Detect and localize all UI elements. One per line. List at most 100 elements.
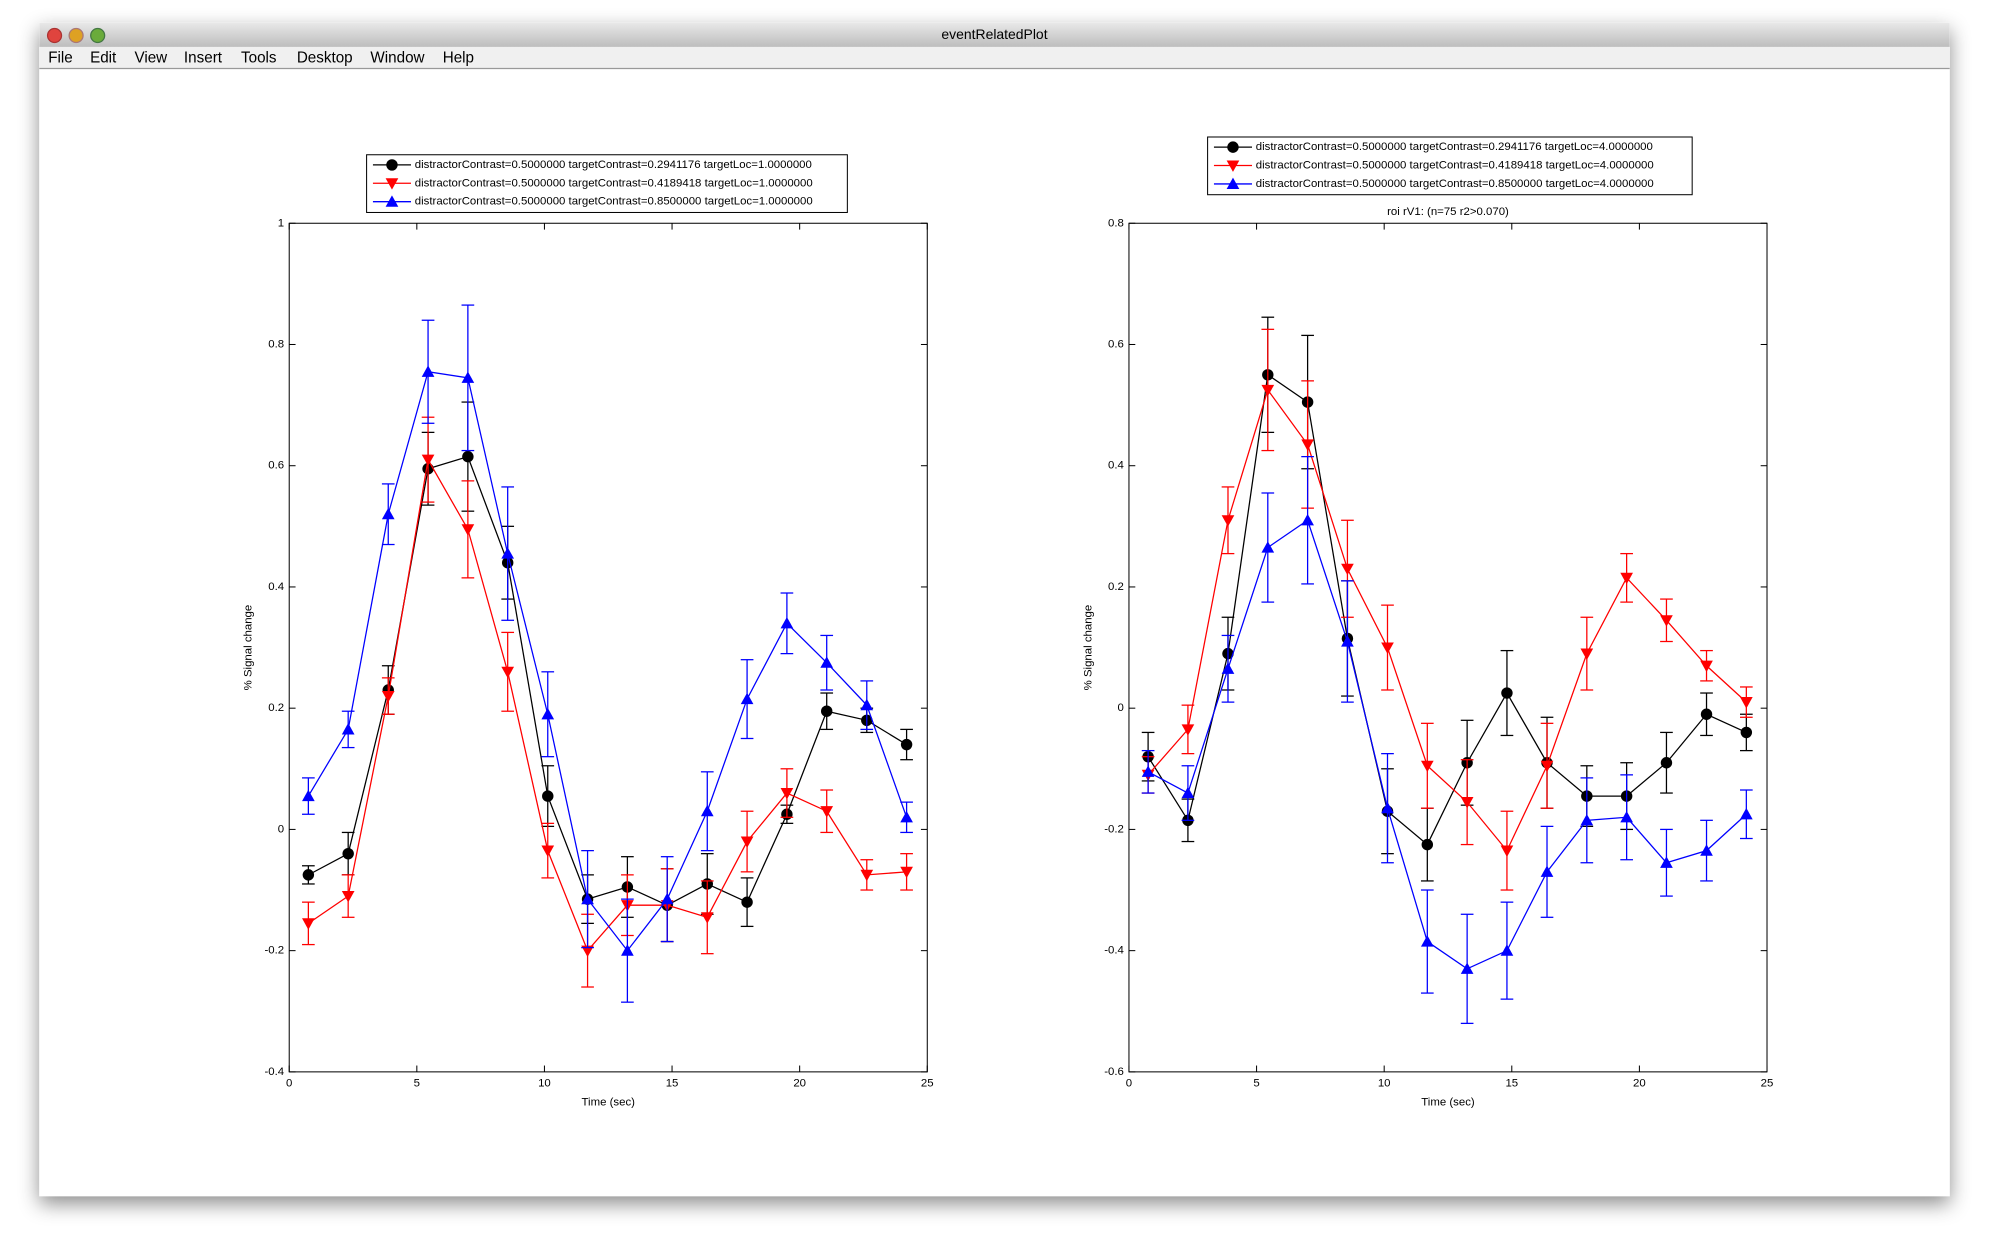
marker	[421, 454, 435, 466]
marker	[1141, 765, 1155, 777]
legend-label: distractorContrast=0.5000000 targetContr…	[415, 159, 812, 171]
x-tick-label: 25	[921, 1077, 934, 1089]
menu-item[interactable]: Help	[443, 49, 474, 66]
menu-item[interactable]: Window	[370, 49, 425, 66]
x-tick-label: 10	[538, 1077, 551, 1089]
marker	[302, 789, 315, 802]
marker	[1660, 856, 1673, 868]
marker	[341, 723, 355, 735]
marker	[1341, 635, 1354, 647]
series-line	[1147, 388, 1747, 852]
y-tick-label: 0.6	[268, 460, 284, 472]
marker	[1181, 786, 1195, 799]
legend-marker	[1226, 160, 1240, 172]
y-tick-label: 0.2	[268, 702, 284, 714]
marker	[900, 810, 913, 823]
marker	[1500, 944, 1514, 956]
marker	[1620, 810, 1633, 823]
legend-label: distractorContrast=0.5000000 targetContr…	[1256, 160, 1654, 172]
y-tick-label: -0.4	[264, 1066, 284, 1078]
plot-area	[1128, 222, 1768, 1073]
marker	[820, 656, 834, 668]
legend-label: distractorContrast=0.5000000 targetContr…	[1256, 141, 1653, 153]
marker	[780, 787, 794, 800]
marker	[302, 918, 315, 930]
marker	[1501, 687, 1513, 699]
menu: File Edit View Insert Tools Desktop Wind…	[48, 49, 474, 66]
legend	[366, 154, 848, 213]
legend-marker	[1227, 141, 1239, 153]
x-tick-label: 25	[1761, 1077, 1774, 1089]
marker	[1341, 563, 1354, 576]
marker	[461, 371, 475, 383]
marker	[1301, 513, 1314, 526]
legend	[1207, 136, 1693, 196]
x-tick-label: 0	[286, 1077, 292, 1089]
marker	[741, 896, 753, 908]
menu-bar	[39, 46, 1950, 69]
marker	[1221, 662, 1235, 674]
marker	[1420, 760, 1434, 773]
menu-item[interactable]: Desktop	[297, 49, 353, 66]
marker	[700, 804, 714, 817]
x-tick-label: 5	[1253, 1077, 1259, 1089]
marker	[1261, 384, 1275, 397]
marker	[860, 869, 874, 882]
minimize-button[interactable]	[68, 27, 84, 44]
x-tick-label: 10	[1378, 1077, 1391, 1089]
y-axis-label: % Signal change	[1082, 605, 1094, 691]
x-tick-label: 5	[414, 1077, 420, 1089]
menu-item[interactable]: File	[48, 49, 73, 66]
marker	[900, 866, 913, 879]
marker	[900, 738, 913, 751]
y-tick-label: 0.4	[268, 581, 285, 593]
zoom-button[interactable]	[90, 27, 106, 44]
chart-title: roi rV1: (n=75 r2>0.070)	[1387, 206, 1509, 218]
marker	[1700, 844, 1713, 856]
marker	[1381, 801, 1394, 814]
y-tick-label: -0.2	[264, 945, 284, 957]
x-axis-label: Time (sec)	[582, 1096, 636, 1108]
y-tick-label: -0.6	[1104, 1066, 1124, 1078]
y-tick-label: 0	[278, 823, 284, 835]
marker	[820, 806, 834, 818]
y-tick-label: 0.8	[1108, 217, 1124, 229]
series-line	[308, 457, 907, 952]
menu-item[interactable]: Tools	[241, 49, 277, 66]
marker	[740, 692, 754, 705]
marker	[501, 547, 515, 559]
y-tick-label: 0.6	[1108, 339, 1124, 351]
y-tick-label: 0.2	[1108, 581, 1124, 593]
y-tick-label: 1	[278, 217, 284, 229]
x-tick-label: 15	[1505, 1077, 1518, 1089]
legend-marker	[385, 178, 399, 190]
menu-item[interactable]: View	[134, 49, 168, 66]
menu-item[interactable]: Edit	[90, 49, 117, 66]
marker	[860, 698, 874, 711]
marker	[501, 666, 515, 679]
marker	[1221, 515, 1235, 527]
marker	[780, 616, 794, 629]
x-tick-label: 0	[1126, 1077, 1132, 1089]
marker	[1739, 807, 1753, 820]
x-axis-label: Time (sec)	[1421, 1096, 1475, 1108]
marker	[1540, 865, 1554, 877]
marker	[462, 450, 474, 463]
marker	[1700, 708, 1713, 720]
marker	[1740, 726, 1753, 739]
close-button[interactable]	[46, 27, 63, 44]
marker	[1620, 572, 1633, 585]
menu-item[interactable]: Insert	[184, 49, 223, 66]
marker	[541, 845, 555, 857]
marker	[541, 707, 555, 720]
marker	[341, 891, 355, 903]
window-title: eventRelatedPlot	[941, 26, 1047, 42]
marker	[1420, 935, 1434, 947]
series-line	[1147, 519, 1747, 970]
legend-marker	[385, 195, 399, 207]
marker	[1660, 757, 1673, 769]
marker	[342, 847, 354, 860]
y-tick-label: -0.4	[1104, 945, 1124, 957]
marker	[700, 912, 714, 924]
